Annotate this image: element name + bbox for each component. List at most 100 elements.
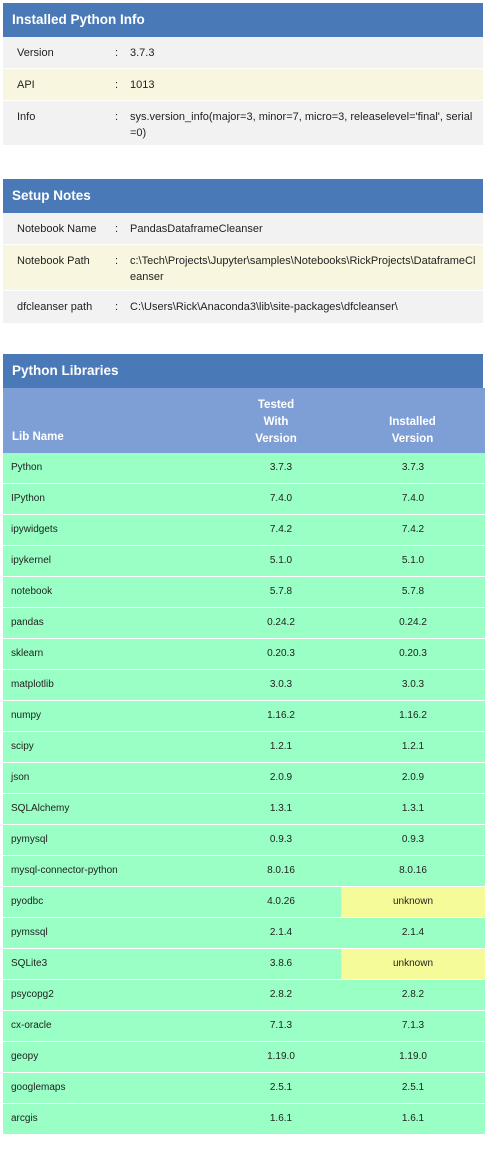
row-value: sys.version_info(major=3, minor=7, micro… bbox=[130, 109, 483, 141]
col-header-line: Tested bbox=[221, 397, 331, 414]
lib-name-cell: cx-oracle bbox=[3, 1011, 221, 1041]
lib-name-cell: psycopg2 bbox=[3, 980, 221, 1010]
tested-version-cell: 1.3.1 bbox=[221, 794, 341, 824]
table-row: pandas 0.24.2 0.24.2 bbox=[3, 607, 485, 638]
table-row: IPython 7.4.0 7.4.0 bbox=[3, 483, 485, 514]
libraries-table-body: Python 3.7.3 3.7.3 IPython 7.4.0 7.4.0 ipywidg… bbox=[3, 453, 485, 1134]
tested-version-cell: 2.0.9 bbox=[221, 763, 341, 793]
python-info-title: Installed Python Info bbox=[3, 3, 483, 37]
row-label: API bbox=[3, 77, 115, 93]
setup-row-notebook-path: Notebook Path : c:\Tech\Projects\Jupyter… bbox=[3, 245, 483, 291]
lib-name-cell: Python bbox=[3, 453, 221, 483]
lib-name-cell: scipy bbox=[3, 732, 221, 762]
lib-name-cell: geopy bbox=[3, 1042, 221, 1072]
lib-name-cell: SQLAlchemy bbox=[3, 794, 221, 824]
col-header-lib-name: Lib Name bbox=[12, 431, 64, 443]
lib-name-cell: pyodbc bbox=[3, 887, 221, 917]
colon: : bbox=[115, 77, 130, 93]
colon: : bbox=[115, 299, 130, 315]
tested-version-cell: 8.0.16 bbox=[221, 856, 341, 886]
setup-row-notebook-name: Notebook Name : PandasDataframeCleanser bbox=[3, 213, 483, 245]
row-value: 3.7.3 bbox=[130, 45, 483, 61]
table-row: googlemaps 2.5.1 2.5.1 bbox=[3, 1072, 485, 1103]
row-label: Version bbox=[3, 45, 115, 61]
col-header-tested-version: Tested With Version bbox=[221, 397, 331, 448]
setup-row-dfcleanser-path: dfcleanser path : C:\Users\Rick\Anaconda… bbox=[3, 291, 483, 324]
tested-version-cell: 2.1.4 bbox=[221, 918, 341, 948]
col-header-line: With bbox=[221, 414, 331, 431]
setup-notes-title: Setup Notes bbox=[3, 179, 483, 213]
lib-name-cell: pymssql bbox=[3, 918, 221, 948]
python-info-panel: Installed Python Info Version : 3.7.3 AP… bbox=[3, 3, 483, 146]
lib-name-cell: ipywidgets bbox=[3, 515, 221, 545]
installed-version-cell: 1.3.1 bbox=[341, 794, 485, 824]
installed-version-cell: 2.1.4 bbox=[341, 918, 485, 948]
row-label: Notebook Name bbox=[3, 221, 115, 237]
installed-version-cell: 1.16.2 bbox=[341, 701, 485, 731]
row-value: 1013 bbox=[130, 77, 483, 93]
installed-version-cell: 1.6.1 bbox=[341, 1104, 485, 1134]
installed-version-cell: 3.7.3 bbox=[341, 453, 485, 483]
python-libraries-title: Python Libraries bbox=[3, 354, 483, 388]
tested-version-cell: 0.24.2 bbox=[221, 608, 341, 638]
installed-version-cell: 1.2.1 bbox=[341, 732, 485, 762]
lib-name-cell: numpy bbox=[3, 701, 221, 731]
row-value: C:\Users\Rick\Anaconda3\lib\site-package… bbox=[130, 299, 483, 315]
col-header-line: Version bbox=[340, 431, 485, 448]
lib-name-cell: sklearn bbox=[3, 639, 221, 669]
colon: : bbox=[115, 253, 130, 269]
tested-version-cell: 2.5.1 bbox=[221, 1073, 341, 1103]
row-label: dfcleanser path bbox=[3, 299, 115, 315]
lib-name-cell: matplotlib bbox=[3, 670, 221, 700]
table-row: ipykernel 5.1.0 5.1.0 bbox=[3, 545, 485, 576]
libraries-table-header: Lib Name Tested With Version Installed V… bbox=[3, 388, 485, 453]
lib-name-cell: SQLite3 bbox=[3, 949, 221, 979]
installed-version-cell: 2.5.1 bbox=[341, 1073, 485, 1103]
tested-version-cell: 1.16.2 bbox=[221, 701, 341, 731]
table-row: pymysql 0.9.3 0.9.3 bbox=[3, 824, 485, 855]
tested-version-cell: 3.7.3 bbox=[221, 453, 341, 483]
installed-version-cell: 5.1.0 bbox=[341, 546, 485, 576]
table-row: SQLite3 3.8.6 unknown bbox=[3, 948, 485, 979]
tested-version-cell: 7.4.2 bbox=[221, 515, 341, 545]
row-label: Info bbox=[3, 109, 115, 125]
table-row: mysql-connector-python 8.0.16 8.0.16 bbox=[3, 855, 485, 886]
info-row-info: Info : sys.version_info(major=3, minor=7… bbox=[3, 101, 483, 146]
installed-version-cell: 2.0.9 bbox=[341, 763, 485, 793]
colon: : bbox=[115, 109, 130, 125]
table-row: sklearn 0.20.3 0.20.3 bbox=[3, 638, 485, 669]
installed-version-cell: 7.4.2 bbox=[341, 515, 485, 545]
lib-name-cell: pandas bbox=[3, 608, 221, 638]
tested-version-cell: 5.7.8 bbox=[221, 577, 341, 607]
lib-name-cell: json bbox=[3, 763, 221, 793]
col-header-line: Version bbox=[221, 431, 331, 448]
installed-version-cell: 7.1.3 bbox=[341, 1011, 485, 1041]
tested-version-cell: 1.19.0 bbox=[221, 1042, 341, 1072]
table-row: json 2.0.9 2.0.9 bbox=[3, 762, 485, 793]
tested-version-cell: 1.2.1 bbox=[221, 732, 341, 762]
table-row: scipy 1.2.1 1.2.1 bbox=[3, 731, 485, 762]
table-row: Python 3.7.3 3.7.3 bbox=[3, 453, 485, 483]
installed-version-cell: 2.8.2 bbox=[341, 980, 485, 1010]
installed-version-cell: 0.24.2 bbox=[341, 608, 485, 638]
col-header-installed-version: Installed Version bbox=[340, 414, 485, 448]
installed-version-cell: unknown bbox=[341, 887, 485, 917]
tested-version-cell: 7.4.0 bbox=[221, 484, 341, 514]
table-row: SQLAlchemy 1.3.1 1.3.1 bbox=[3, 793, 485, 824]
tested-version-cell: 7.1.3 bbox=[221, 1011, 341, 1041]
info-row-version: Version : 3.7.3 bbox=[3, 37, 483, 69]
setup-notes-panel: Setup Notes Notebook Name : PandasDatafr… bbox=[3, 179, 483, 324]
colon: : bbox=[115, 221, 130, 237]
tested-version-cell: 4.0.26 bbox=[221, 887, 341, 917]
tested-version-cell: 0.20.3 bbox=[221, 639, 341, 669]
info-row-api: API : 1013 bbox=[3, 69, 483, 101]
row-label: Notebook Path bbox=[3, 253, 115, 269]
table-row: notebook 5.7.8 5.7.8 bbox=[3, 576, 485, 607]
table-row: cx-oracle 7.1.3 7.1.3 bbox=[3, 1010, 485, 1041]
tested-version-cell: 2.8.2 bbox=[221, 980, 341, 1010]
lib-name-cell: notebook bbox=[3, 577, 221, 607]
lib-name-cell: pymysql bbox=[3, 825, 221, 855]
table-row: geopy 1.19.0 1.19.0 bbox=[3, 1041, 485, 1072]
installed-version-cell: 8.0.16 bbox=[341, 856, 485, 886]
table-row: pyodbc 4.0.26 unknown bbox=[3, 886, 485, 917]
